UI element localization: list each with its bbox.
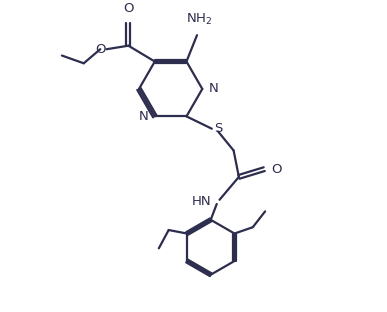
Text: N: N [139,110,149,123]
Text: O: O [271,163,282,176]
Text: O: O [123,2,134,15]
Text: HN: HN [192,195,212,208]
Text: O: O [95,43,106,56]
Text: N: N [209,82,218,95]
Text: NH$_2$: NH$_2$ [186,12,212,27]
Text: S: S [214,122,222,135]
